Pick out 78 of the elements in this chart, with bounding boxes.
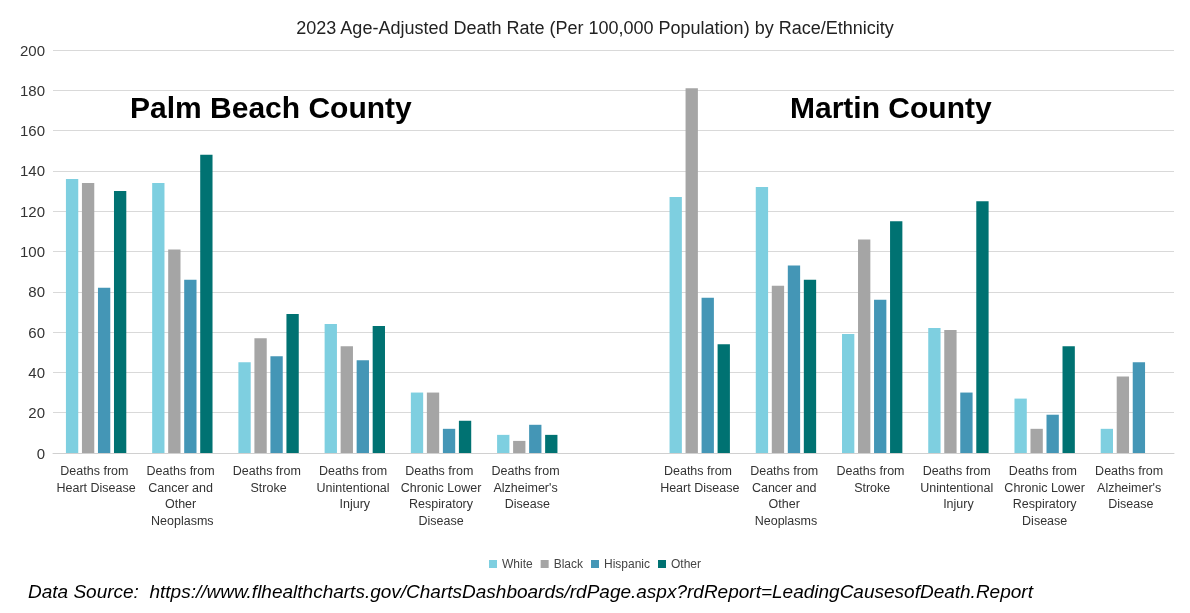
bar <box>81 182 95 453</box>
bar <box>771 285 785 453</box>
bar <box>458 420 472 453</box>
legend-label: Other <box>671 557 702 571</box>
bar <box>340 346 353 453</box>
bar <box>1030 428 1043 453</box>
bar <box>545 434 558 453</box>
bar <box>426 392 440 453</box>
bar <box>286 313 299 453</box>
bar <box>97 287 111 453</box>
bar <box>356 360 369 453</box>
bar <box>717 344 730 453</box>
x-tick-label: Deaths from Chronic Lower Respiratory Disease <box>400 464 482 528</box>
chart-title: 2023 Age-Adjusted Death Rate (Per 100,000 Population) by Race/Ethnicity <box>296 18 894 38</box>
bar <box>669 197 682 453</box>
x-tick-label: Deaths from Cancer and Other Neoplasms <box>750 464 822 528</box>
bar <box>701 297 714 453</box>
bar <box>184 279 197 453</box>
bar <box>200 154 213 453</box>
y-tick-label: 60 <box>28 323 45 341</box>
bar <box>960 392 973 453</box>
legend-label: Black <box>553 557 584 571</box>
bar <box>976 201 989 453</box>
bar <box>324 324 337 453</box>
bar <box>787 265 801 453</box>
bar <box>168 249 181 453</box>
source-note: Data Source: https://www.flhealthcharts.gov/ChartsDashboards/rdPage.aspx?rdReport=LeadingCausesofDeath.Report <box>28 581 1034 602</box>
y-tick-label: 80 <box>28 283 45 301</box>
x-tick-label: Deaths from Alzheimer's Disease <box>1095 464 1167 512</box>
x-tick-label: Deaths from Chronic Lower Respiratory Disease <box>1004 464 1085 528</box>
x-tick-label: Deaths from Unintentional Injury <box>920 464 997 512</box>
bar <box>254 338 267 453</box>
bar <box>410 392 424 453</box>
bar <box>497 434 510 453</box>
bar <box>238 362 251 453</box>
bar <box>890 221 903 453</box>
bar <box>685 88 698 453</box>
x-tick-label: Deaths from Alzheimer's Disease <box>491 464 564 512</box>
bar <box>755 187 769 453</box>
bar <box>1100 428 1114 453</box>
bar <box>442 428 456 453</box>
y-tick-label: 40 <box>28 363 45 381</box>
bar <box>65 178 79 453</box>
bar <box>1046 414 1059 453</box>
x-tick-label: Deaths from Stroke <box>836 464 908 495</box>
bar <box>152 182 165 453</box>
bar <box>1014 398 1027 453</box>
bar <box>372 326 385 453</box>
bar <box>842 334 855 453</box>
y-tick-label: 0 <box>36 444 45 462</box>
bar <box>928 328 941 453</box>
bar <box>1116 376 1130 453</box>
x-tick-label: Deaths from Heart Disease <box>660 464 740 495</box>
x-tick-label: Deaths from Unintentional Injury <box>316 464 394 512</box>
bar <box>803 279 817 453</box>
legend-label: Hispanic <box>603 557 651 571</box>
x-tick-label: Deaths from Cancer and Other Neoplasms <box>146 464 219 528</box>
bar <box>513 440 526 453</box>
y-tick-label: 140 <box>19 162 45 180</box>
annotation: Palm Beach County <box>130 90 413 124</box>
bar <box>1132 362 1146 453</box>
bar <box>944 330 957 453</box>
y-tick-label: 200 <box>19 41 45 59</box>
bar <box>858 239 871 453</box>
bar <box>874 299 887 453</box>
annotation: Martin County <box>790 90 992 124</box>
bar <box>113 191 127 453</box>
y-tick-label: 160 <box>19 122 45 140</box>
y-tick-label: 100 <box>19 243 45 260</box>
bar <box>1062 346 1075 453</box>
bar <box>270 356 283 453</box>
y-tick-label: 180 <box>19 81 45 99</box>
y-tick-label: 20 <box>28 404 45 422</box>
legend-label: White <box>501 557 533 571</box>
bar <box>529 424 542 453</box>
y-tick-label: 120 <box>19 202 45 220</box>
x-tick-label: Deaths from Stroke <box>232 464 305 495</box>
x-tick-label: Deaths from Heart Disease <box>56 464 136 495</box>
